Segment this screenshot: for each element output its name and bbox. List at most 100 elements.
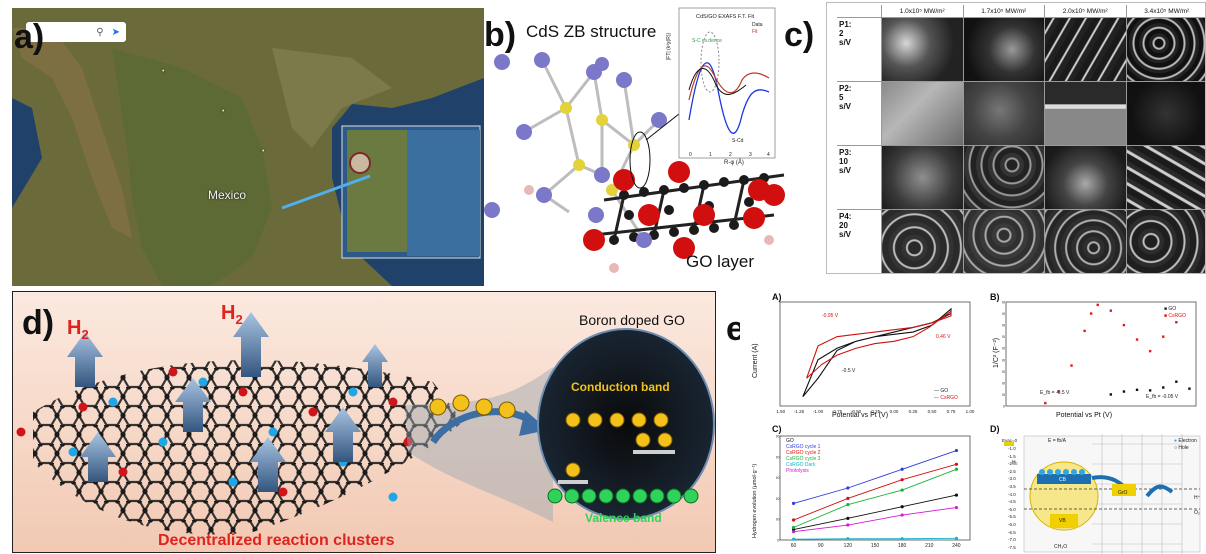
sem-column-header: 3.4x10⁵ MW/m² bbox=[1126, 5, 1205, 17]
sem-image bbox=[882, 82, 963, 145]
h2-point bbox=[900, 537, 904, 541]
ms-legend-go: ■ GO bbox=[1164, 306, 1177, 312]
band-species: H₂ bbox=[1012, 460, 1018, 466]
map-image bbox=[12, 8, 484, 286]
h2-point bbox=[900, 467, 904, 471]
h2-series-line bbox=[793, 494, 957, 531]
h2-x-tick: 150 bbox=[871, 543, 880, 549]
cv-annotation: -0.95 V bbox=[822, 313, 839, 319]
h2-series-line bbox=[793, 537, 957, 540]
subplot-a-label: A) bbox=[772, 292, 782, 302]
crystal-structure-panel: CdS ZB structure GO layer CdS/GO EXAFS F… bbox=[484, 0, 814, 290]
sem-row-header: P4: 20 s/V bbox=[837, 210, 881, 273]
sem-image bbox=[1126, 146, 1205, 209]
ms-y-tick: 12000 bbox=[1002, 335, 1005, 339]
cv-x-tick: 0.00 bbox=[890, 409, 899, 414]
panel-a-label: a) bbox=[14, 18, 45, 56]
map-place-label: • bbox=[222, 108, 225, 115]
cv-x-tick: -0.25 bbox=[870, 409, 881, 414]
inset-xtick: 3 bbox=[749, 152, 752, 158]
inset-xlabel: R-φ (Å) bbox=[724, 160, 744, 166]
ms-point bbox=[1162, 335, 1165, 338]
ms-point bbox=[1044, 401, 1047, 405]
band-y-tick: -7.0 bbox=[1008, 537, 1016, 543]
inset-annotation-scd: S-Cd bbox=[732, 138, 744, 144]
ms-point bbox=[1162, 386, 1165, 389]
h2-point bbox=[846, 516, 850, 520]
ms-y-tick: 8000 bbox=[1002, 358, 1005, 362]
h2-point bbox=[846, 486, 850, 490]
band-y-tick: -2.5 bbox=[1008, 468, 1016, 474]
h2-evolution-chart: 60 90 120 150 180 210 240 2500 2000 1500 1000 500 0 bbox=[776, 434, 971, 549]
h2-y-tick: 2500 bbox=[776, 434, 780, 439]
conduction-band-label: Conduction band bbox=[571, 380, 670, 394]
ms-y-tick: 6000 bbox=[1002, 370, 1005, 374]
h2-legend-item: CsRGO cycle 3 bbox=[786, 456, 821, 462]
go-layer-label: GO layer bbox=[686, 252, 755, 271]
h2-legend-item: Photolysis bbox=[786, 468, 809, 474]
sem-column-header: 2.0x10⁵ MW/m² bbox=[1045, 5, 1126, 17]
map-panel: ⚲ ➤ Mexico • • • bbox=[12, 8, 484, 286]
inset-xtick: 0 bbox=[689, 152, 692, 158]
ms-annotation: E_fb = -0.5 V bbox=[1040, 390, 1070, 396]
band-legend-hole: ○ Hole bbox=[1174, 445, 1189, 451]
electrochem-panel: A) B) C) D) -1.50-1.25-1.00-0.75-0.50-0.… bbox=[740, 288, 1206, 554]
h2-point bbox=[791, 525, 796, 530]
h2-point bbox=[846, 523, 850, 527]
h2-point bbox=[954, 467, 959, 471]
band-species: H⁺ bbox=[1194, 495, 1201, 501]
band-y-tick: -3.5 bbox=[1008, 484, 1016, 489]
h2-point bbox=[846, 496, 850, 500]
sem-image bbox=[963, 82, 1044, 145]
sem-image bbox=[882, 146, 963, 209]
h2-point bbox=[954, 462, 959, 466]
ms-point bbox=[1148, 349, 1152, 353]
band-y-tick: -7.5 bbox=[1008, 544, 1016, 550]
ms-y-tick: 16000 bbox=[1002, 312, 1005, 316]
h2-point bbox=[954, 493, 959, 497]
crystal-diagram bbox=[484, 7, 785, 273]
cb-bar bbox=[1037, 474, 1091, 484]
sem-image bbox=[1126, 210, 1205, 273]
h2-label: H2 bbox=[67, 317, 89, 342]
band-y-tick: -4.0 bbox=[1008, 491, 1016, 497]
directions-icon[interactable]: ➤ bbox=[111, 26, 120, 38]
ms-point bbox=[1188, 387, 1191, 390]
ms-xlabel: Potential vs Pt (V) bbox=[1056, 412, 1113, 419]
band-y-tick: -1.0 bbox=[1008, 446, 1016, 451]
band-vb-label: VB bbox=[1059, 518, 1066, 524]
sem-image bbox=[963, 210, 1044, 273]
cv-annotation: 0.46 V bbox=[936, 334, 951, 340]
sem-row-header: P1: 2 s/V bbox=[837, 18, 881, 81]
boron-doped-go-panel: H2 H2 Boron doped GO Decentralized react… bbox=[12, 291, 716, 553]
graphene-illustration bbox=[16, 312, 715, 535]
map-search-box[interactable]: ⚲ ➤ bbox=[26, 22, 126, 42]
ms-y-tick: 10000 bbox=[1002, 347, 1005, 351]
h2-y-tick: 1000 bbox=[776, 496, 780, 501]
sem-column-header: 1.0x10⁵ MW/m² bbox=[882, 5, 963, 17]
h2-series-line bbox=[793, 450, 957, 504]
h2-point bbox=[900, 513, 904, 517]
sem-image bbox=[1045, 18, 1126, 81]
h2-x-tick: 210 bbox=[925, 543, 934, 549]
band-species: GrO bbox=[1118, 490, 1128, 496]
ms-point bbox=[1096, 303, 1099, 307]
inset-xtick: 1 bbox=[709, 152, 712, 158]
h2-y-tick: 2000 bbox=[776, 454, 780, 459]
h2-point bbox=[791, 537, 796, 541]
band-y-tick: -4.5 bbox=[1008, 499, 1016, 505]
h2-x-tick: 90 bbox=[818, 543, 824, 549]
band-y-tick: -1.5 bbox=[1008, 453, 1016, 459]
h2-x-tick: 120 bbox=[844, 543, 853, 549]
search-icon[interactable]: ⚲ bbox=[96, 26, 104, 38]
inset-ylabel: |FT| (k³χ(R)) bbox=[666, 32, 672, 60]
inset-xtick: 4 bbox=[767, 152, 770, 158]
ms-point bbox=[1148, 389, 1152, 392]
h2-point bbox=[846, 503, 850, 507]
map-place-label: • bbox=[262, 148, 265, 155]
h2-plot-area bbox=[779, 435, 971, 541]
ms-point bbox=[1109, 309, 1113, 312]
panel-b-label: b) bbox=[484, 16, 517, 54]
ms-point bbox=[1122, 323, 1126, 327]
